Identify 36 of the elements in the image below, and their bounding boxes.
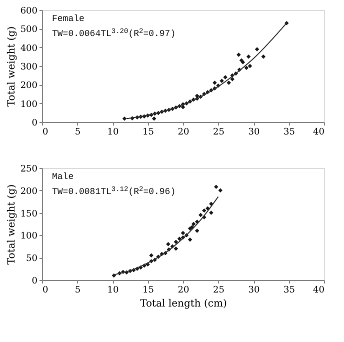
- x-tick-label: 15: [142, 286, 154, 296]
- x-tick-label: 40: [313, 286, 325, 296]
- y-tick-label: 0: [32, 276, 38, 286]
- y-tick-label: 100: [20, 100, 38, 110]
- annotation: Male: [52, 172, 74, 182]
- x-tick-label: 5: [74, 128, 81, 138]
- x-tick-label: 30: [248, 286, 260, 296]
- x-tick-label: 30: [248, 128, 260, 138]
- x-tick-label: 20: [178, 128, 190, 138]
- x-tick-label: 40: [313, 128, 325, 138]
- x-tick-label: 15: [142, 128, 154, 138]
- y-axis-title: Total weight (g): [6, 26, 18, 107]
- x-tick-label: 25: [213, 286, 225, 296]
- x-tick-label: 20: [178, 286, 190, 296]
- y-tick-label: 600: [20, 6, 38, 16]
- y-axis-title: Total weight (g): [6, 184, 18, 265]
- annotation: Female: [52, 14, 84, 24]
- x-tick-label: 0: [42, 128, 48, 138]
- x-tick-label: 0: [42, 286, 48, 296]
- x-tick-label: 25: [213, 128, 225, 138]
- x-tick-label: 35: [284, 128, 296, 138]
- x-tick-label: 10: [107, 286, 119, 296]
- y-tick-label: 500: [20, 25, 38, 36]
- y-tick-label: 300: [20, 62, 38, 72]
- y-tick-label: 200: [20, 81, 38, 92]
- y-tick-label: 400: [20, 44, 38, 54]
- y-tick-label: 50: [26, 254, 38, 264]
- y-tick-label: 250: [20, 164, 38, 174]
- x-tick-label: 10: [107, 128, 119, 138]
- x-tick-label: 5: [74, 286, 81, 296]
- y-tick-label: 0: [32, 118, 38, 128]
- y-tick-label: 200: [20, 186, 38, 197]
- y-tick-label: 100: [20, 232, 38, 242]
- y-tick-label: 150: [20, 209, 38, 220]
- x-tick-label: 35: [284, 286, 296, 296]
- x-axis-title: Total length (cm): [140, 298, 227, 310]
